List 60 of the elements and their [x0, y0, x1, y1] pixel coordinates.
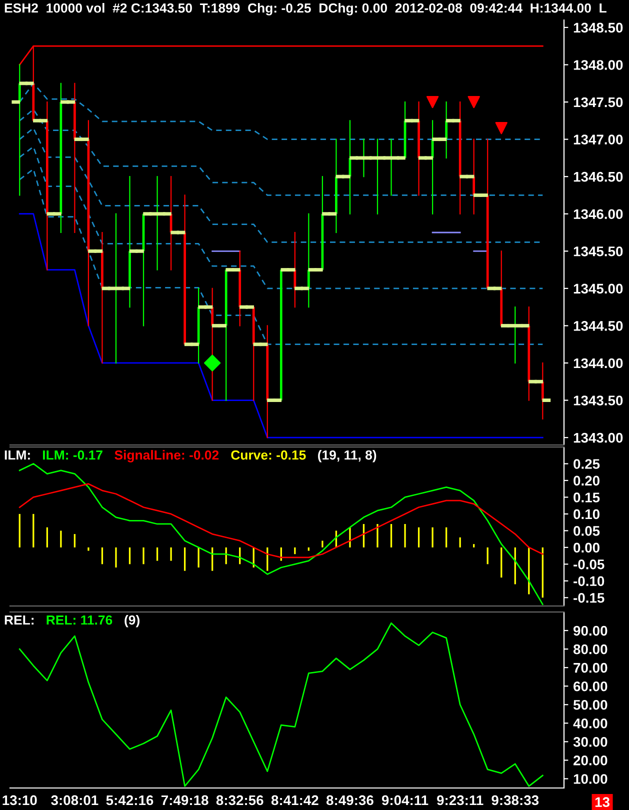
y-tick-label: 1347.50	[574, 97, 623, 108]
text: Curve: -0.15	[231, 450, 306, 460]
y-tick-label: 60.00	[574, 681, 608, 692]
y-tick-label: 70.00	[574, 662, 608, 673]
y-tick-label: 1347.00	[574, 134, 623, 144]
line-series	[18, 213, 544, 438]
y-tick-label: -0.15	[574, 592, 604, 603]
x-tick-label: 8:49:36	[326, 795, 374, 806]
y-tick-label: 1344.00	[574, 358, 623, 368]
y-tick-label: 90.00	[574, 626, 608, 636]
x-tick-label: 13:10	[2, 795, 37, 806]
y-tick-label: -0.05	[574, 559, 604, 570]
y-tick-label: 1345.00	[574, 284, 623, 294]
chart-title: REL:	[4, 615, 34, 625]
y-tick-label: 1343.50	[574, 396, 623, 406]
y-tick-label: 0.20	[574, 476, 600, 486]
line-series	[18, 168, 544, 346]
text: SignalLine: -0.02	[114, 450, 219, 462]
point	[204, 354, 221, 372]
y-tick-label: 1344.50	[574, 321, 623, 331]
series-label: REL: 11.76	[46, 615, 112, 625]
y-tick-label: 0.25	[574, 459, 600, 469]
x-tick-label: 9:04:11	[382, 795, 428, 806]
x-tick-label: 7:49:18	[161, 795, 208, 806]
y-tick-label: 1346.00	[574, 209, 623, 220]
x-tick-label: 9:38:33	[492, 795, 539, 806]
y-tick-label: 50.00	[573, 700, 608, 710]
annotation: (19, 11, 8)	[318, 450, 376, 462]
y-tick-label: 1346.50	[574, 172, 623, 182]
y-tick-label: 30.00	[573, 737, 608, 747]
y-tick-label: 0.00	[574, 542, 600, 553]
y-tick-label: 1345.50	[574, 246, 623, 256]
y-tick-label: 40.00	[573, 718, 608, 728]
y-tick-label: 20.00	[574, 756, 608, 766]
line-series	[18, 483, 544, 558]
y-tick-label: 1348.50	[574, 22, 623, 33]
line-series	[18, 463, 544, 606]
y-tick-label: 0.05	[574, 526, 600, 536]
y-tick-label: 0.10	[574, 509, 600, 520]
line-series	[18, 108, 544, 196]
y-tick-label: 1343.00	[574, 432, 623, 443]
y-tick-label: 1348.00	[574, 60, 623, 70]
point	[468, 96, 480, 108]
x-tick-label: 3:08:01	[51, 795, 98, 806]
line-series	[18, 146, 544, 290]
chart-title: ILM:	[4, 450, 30, 460]
y-tick-label: 0.15	[574, 492, 600, 502]
x-tick-label: 8:41:42	[271, 795, 318, 806]
x-tick-label: 5:42:16	[106, 795, 154, 806]
series-label: ILM: -0.17	[43, 450, 102, 460]
y-tick-label: -0.10	[574, 576, 604, 586]
x-tick-label: 9:23:11	[437, 795, 484, 806]
text: 13	[595, 797, 610, 808]
point	[426, 96, 439, 108]
y-tick-label: 80.00	[573, 644, 608, 654]
x-tick-label: 8:32:56	[216, 795, 264, 806]
point	[495, 122, 508, 134]
annotation: (9)	[124, 615, 140, 628]
y-tick-label: 10.00	[574, 774, 608, 784]
chart-title: ESH2 10000 vol #2 C:1343.50 T:1899 Chg: -0.25 DChg: 0.00 2012-02-08 09:42:44 H:1344.00 L	[4, 3, 606, 16]
